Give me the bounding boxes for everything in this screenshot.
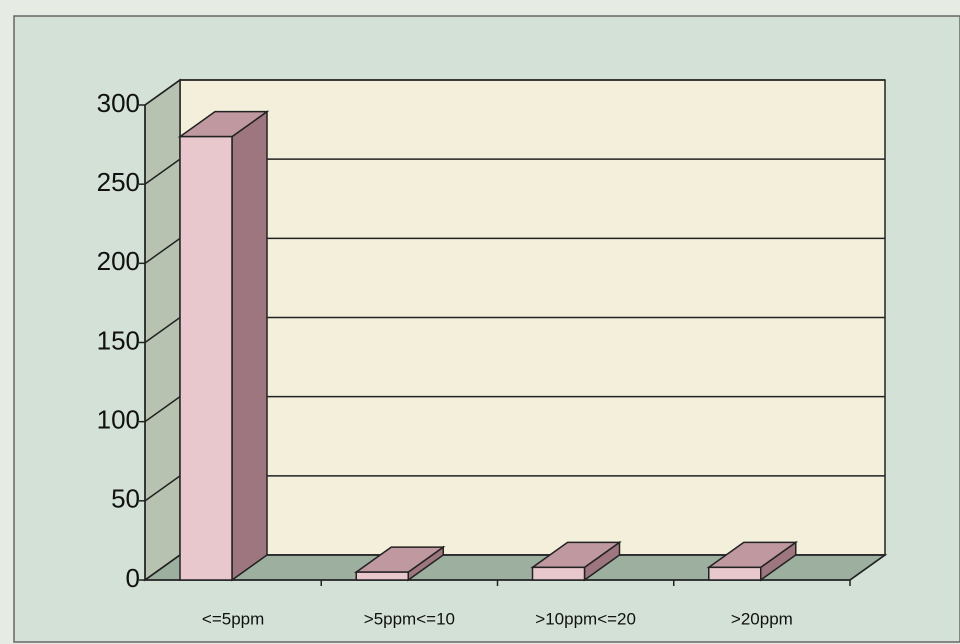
bar-front xyxy=(179,135,233,581)
grid-line xyxy=(144,79,885,106)
y-tick-label: 300 xyxy=(97,88,140,118)
y-tick-label: 100 xyxy=(97,405,140,435)
y-tick-label: 150 xyxy=(97,325,140,355)
bar xyxy=(706,540,799,582)
y-tick-label: 250 xyxy=(97,167,140,197)
x-tick-label: >5ppm<=10 xyxy=(364,609,455,628)
x-tick-label: <=5ppm xyxy=(202,609,264,628)
x-tick-label: >20ppm xyxy=(731,609,793,628)
bar-side xyxy=(231,110,268,582)
floor-edge xyxy=(849,554,886,581)
y-tick-label: 200 xyxy=(97,246,140,276)
bar-front xyxy=(531,566,586,581)
bar xyxy=(530,540,622,582)
bar xyxy=(177,110,270,582)
bar xyxy=(353,545,446,582)
y-tick-label: 0 xyxy=(126,563,140,593)
y-tick-label: 50 xyxy=(111,484,140,514)
bar-front xyxy=(708,566,762,581)
bar-front xyxy=(355,571,409,581)
x-tick-label: >10ppm<=20 xyxy=(535,609,636,628)
